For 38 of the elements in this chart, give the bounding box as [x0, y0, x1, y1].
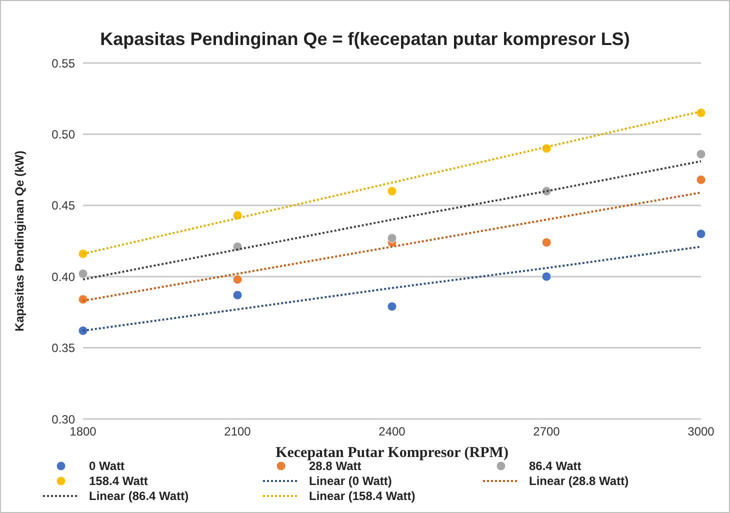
y-tick-label: 0.50 — [52, 127, 76, 142]
y-tick-label: 0.35 — [52, 341, 76, 356]
legend-label: 86.4 Watt — [529, 459, 582, 473]
point — [696, 175, 706, 185]
x-tick-label: 2100 — [224, 424, 252, 439]
legend-label: Linear (28.8 Watt) — [529, 474, 629, 488]
y-tick-label: 0.30 — [52, 412, 76, 426]
point — [78, 294, 88, 304]
x-axis-title: Kecepatan Putar Kompresor (RPM) — [276, 445, 508, 461]
point — [696, 108, 706, 118]
x-tick-label: 3000 — [688, 424, 715, 439]
y-axis-title: Kapasitas Pendinginan Qe (kW) — [12, 150, 26, 332]
legend-label: 0 Watt — [89, 459, 125, 473]
legend-label: Linear (158.4 Watt) — [309, 489, 416, 503]
y-tick-label: 0.40 — [52, 270, 76, 284]
point — [696, 149, 706, 159]
x-tick-label: 2700 — [533, 424, 560, 439]
point — [78, 326, 88, 336]
x-tick-label: 1800 — [70, 424, 97, 439]
point — [232, 274, 242, 284]
point — [542, 272, 552, 282]
legend-label: Linear (0 Watt) — [309, 474, 392, 488]
point — [78, 249, 88, 259]
point — [387, 233, 397, 243]
legend-label: 28.8 Watt — [309, 459, 362, 473]
y-tick-label: 0.55 — [52, 56, 76, 70]
point — [387, 302, 397, 312]
x-tick-label: 2400 — [378, 424, 406, 439]
y-tick-label: 0.45 — [52, 198, 76, 213]
legend-label: 158.4 Watt — [89, 474, 148, 488]
point — [542, 238, 552, 248]
point — [696, 229, 706, 239]
legend-label: Linear (86.4 Watt) — [89, 489, 189, 503]
chart-title: Kapasitas Pendinginan Qe = f(kecepatan putar kompresor LS) — [99, 29, 631, 50]
point — [232, 290, 242, 300]
point — [78, 269, 88, 278]
line-series — [82, 160, 702, 280]
point — [387, 186, 397, 196]
